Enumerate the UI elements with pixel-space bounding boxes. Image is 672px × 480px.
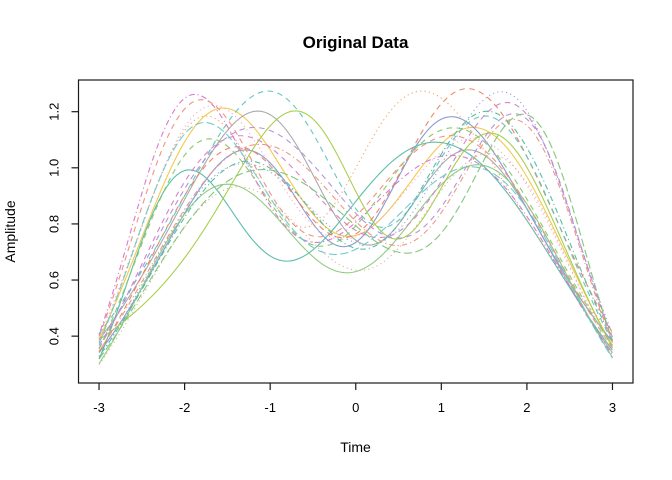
y-tick-label: 0.8 <box>47 215 62 233</box>
curve-16 <box>98 153 613 365</box>
plot-area: -3 -2 -1 0 1 2 3 0.4 0.6 0.8 1.0 1.2 <box>47 79 634 415</box>
x-tick-label: 3 <box>609 400 616 415</box>
x-tick-label: 1 <box>438 400 445 415</box>
plot-frame <box>77 79 634 384</box>
curve-15 <box>98 91 613 358</box>
y-tick-label: 1.2 <box>47 103 62 121</box>
x-tick-label: 0 <box>352 400 359 415</box>
curve-09 <box>98 101 613 349</box>
curve-17 <box>98 93 613 355</box>
curve-07 <box>98 99 613 349</box>
chart-title: Original Data <box>303 33 409 52</box>
x-tick-label: 2 <box>523 400 530 415</box>
y-tick-label: 0.6 <box>47 271 62 289</box>
x-tick-label: -1 <box>264 400 276 415</box>
x-tick-label: -2 <box>179 400 191 415</box>
y-axis-label: Amplitude <box>2 200 18 262</box>
curve-14 <box>98 90 613 343</box>
y-tick-label: 1.0 <box>47 159 62 177</box>
curve-01 <box>98 107 613 346</box>
curve-18 <box>98 110 613 357</box>
curve-10 <box>98 90 613 343</box>
curve-20 <box>98 121 613 359</box>
curve-05 <box>98 110 613 348</box>
curve-13 <box>98 104 613 350</box>
x-tick-label: -3 <box>93 400 105 415</box>
curve-03 <box>98 116 613 354</box>
curve-21 <box>98 113 613 360</box>
y-tick-label: 0.4 <box>47 327 62 345</box>
curve-19 <box>98 118 613 352</box>
x-axis-label: Time <box>340 439 371 455</box>
curve-12 <box>98 113 613 346</box>
curve-06 <box>98 164 613 364</box>
